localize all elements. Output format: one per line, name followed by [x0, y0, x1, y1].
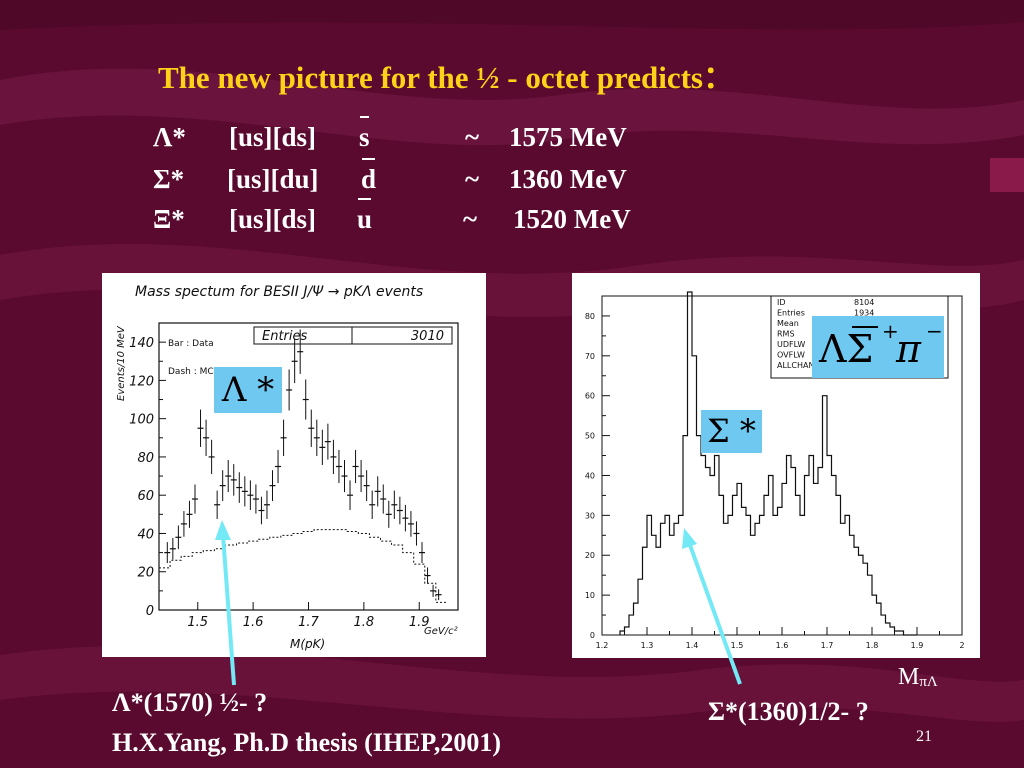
right-x-tick-label: 1.5	[731, 641, 744, 650]
right-x-tick-label: 2	[959, 641, 964, 650]
sigma-charge: +	[882, 319, 899, 343]
channel-lambda-sigma: ΛΣ	[819, 327, 874, 371]
entries-value: 3010	[411, 329, 444, 344]
right-x-tick-label: 1.9	[911, 641, 924, 650]
left-y-tick-label: 80	[137, 451, 154, 466]
sigma-histogram	[619, 291, 917, 636]
title-half: ½	[476, 60, 500, 95]
page-number: 21	[916, 728, 932, 745]
left-x-tick-label: 1.5	[187, 615, 208, 630]
row-mass: 1520 MeV	[513, 204, 631, 234]
left-x-tick-label: 1.7	[298, 615, 319, 630]
right-x-tick-label: 1.7	[821, 641, 834, 650]
stats-label: Mean	[777, 319, 799, 328]
lambda-note-line1: Λ*(1570) ½- ?	[112, 688, 268, 717]
left-x-unit: GeV/c²	[424, 626, 458, 637]
left-y-tick-label: 0	[146, 604, 154, 619]
row-antiquark: s	[359, 116, 370, 152]
right-x-tick-label: 1.6	[776, 641, 789, 650]
left-x-tick-label: 1.6	[243, 615, 264, 630]
sigma-star-label: Σ *	[701, 410, 762, 453]
slide-title: The new picture for the ½ - octet predic…	[158, 52, 734, 97]
stats-label: Entries	[777, 309, 805, 318]
right-y-tick-label: 80	[585, 312, 595, 321]
left-y-tick-label: 140	[129, 336, 154, 351]
row-state: Λ*	[153, 122, 186, 152]
sigma-arrow	[688, 544, 742, 685]
right-x-tick-label: 1.4	[686, 641, 699, 650]
row-content: [us][ds]	[229, 204, 317, 234]
mass-label-m: M	[898, 664, 920, 690]
lambda-arrow	[221, 534, 236, 686]
left-mass-spectrum: Mass spectum for BESII J/Ψ → pKΛ events …	[102, 273, 486, 657]
stats-label: UDFLW	[777, 340, 805, 349]
lambda-star-text: Λ *	[221, 370, 275, 410]
right-x-tick-label: 1.8	[866, 641, 879, 650]
left-plot-svg: Mass spectum for BESII J/Ψ → pKΛ events …	[116, 284, 459, 651]
stats-value: 1934	[854, 309, 874, 318]
left-x-label: M(pK)	[290, 637, 325, 651]
row-approx: ~	[465, 122, 480, 152]
right-x-tick-label: 1.2	[596, 641, 609, 650]
left-y-tick-label: 120	[129, 374, 154, 389]
left-x-tick-label: 1.8	[354, 615, 375, 630]
right-y-tick-label: 60	[585, 392, 595, 401]
row-approx: ~	[463, 204, 478, 234]
right-y-tick-label: 70	[585, 352, 595, 361]
mass-axis-label: MπΛ	[898, 664, 938, 691]
left-y-tick-label: 20	[137, 566, 154, 581]
right-y-tick-label: 0	[590, 631, 595, 640]
row-antiquark: u	[357, 198, 373, 234]
stats-label: OVFLW	[777, 351, 805, 360]
title-text-after: - octet predicts	[507, 60, 703, 95]
stats-label: RMS	[777, 330, 795, 339]
row-content: [us][du]	[227, 164, 319, 194]
row-approx: ~	[465, 164, 480, 194]
sigma-note: Σ*(1360)1/2- ?	[708, 697, 869, 726]
left-plot-title: Mass spectum for BESII J/Ψ → pKΛ events	[135, 284, 423, 300]
title-text: The new picture for the	[158, 60, 469, 95]
right-y-tick-label: 20	[585, 551, 595, 560]
channel-label: ΛΣ + π −	[812, 316, 944, 378]
legend-bar: Bar : Data	[168, 339, 214, 349]
entries-box	[253, 326, 453, 345]
mass-label-sub: πΛ	[919, 674, 938, 690]
right-x-tick-label: 1.3	[641, 641, 654, 650]
sigma-arrow-head	[682, 528, 697, 549]
stats-label: ID	[777, 298, 786, 307]
right-y-tick-label: 50	[585, 432, 595, 441]
row-mass: 1575 MeV	[509, 122, 627, 152]
legend-dash: Dash : MC	[168, 367, 214, 377]
pi-charge: −	[926, 319, 943, 343]
sigma-bar	[852, 326, 878, 328]
right-mass-spectrum: ID 8104 Entries 1934 Mean RMS UDFLW OVFLW ALLCHA…	[572, 273, 980, 658]
lambda-arrow-head	[215, 520, 231, 540]
right-y-tick-label: 10	[585, 591, 595, 600]
left-x-tick-label: 1.9	[409, 615, 430, 630]
left-y-label: Events/10 MeV	[116, 325, 127, 401]
title-colon: ：	[702, 60, 734, 95]
lambda-star-label: Λ *	[214, 367, 282, 413]
row-state: Ξ*	[153, 204, 185, 234]
right-y-tick-label: 40	[585, 471, 595, 480]
left-y-tick-label: 100	[129, 413, 154, 428]
sigma-star-text: Σ *	[707, 412, 756, 450]
row-antiquark: d	[361, 158, 377, 194]
stats-value: 8104	[854, 298, 874, 307]
stats-label: ALLCHAN	[777, 361, 814, 370]
left-y-tick-label: 60	[137, 489, 154, 504]
lambda-note-line2: H.X.Yang, Ph.D thesis (IHEP,2001)	[112, 728, 502, 757]
mc-dashed-line	[159, 529, 447, 603]
entries-label: Entries	[262, 329, 308, 344]
row-content: [us][ds]	[229, 122, 317, 152]
row-mass: 1360 MeV	[509, 164, 627, 194]
channel-pi: π	[896, 327, 921, 371]
left-y-tick-label: 40	[137, 527, 154, 542]
right-y-tick-label: 30	[585, 511, 595, 520]
row-state: Σ*	[153, 164, 185, 194]
